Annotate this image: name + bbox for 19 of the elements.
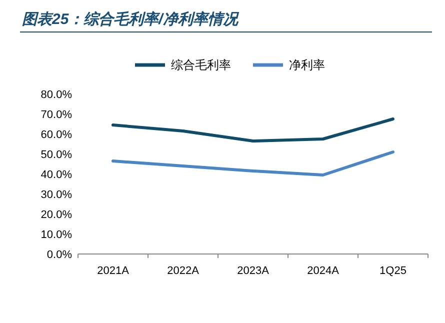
y-tick-label: 30.0%	[40, 189, 72, 201]
legend-label: 净利率	[289, 58, 325, 72]
y-tick-label: 40.0%	[40, 169, 72, 181]
y-tick-label: 60.0%	[40, 129, 72, 141]
y-tick-label: 0.0%	[46, 249, 72, 261]
x-tick-label: 1Q25	[380, 265, 406, 277]
y-tick-label: 50.0%	[40, 149, 72, 161]
x-tick-label: 2022A	[167, 265, 200, 277]
y-tick-label: 80.0%	[40, 89, 72, 101]
x-tick-label: 2021A	[97, 265, 130, 277]
y-tick-label: 70.0%	[40, 109, 72, 121]
x-tick-label: 2024A	[307, 265, 340, 277]
line-series	[112, 118, 394, 142]
x-tick-label: 2023A	[237, 265, 270, 277]
y-tick-label: 20.0%	[40, 209, 72, 221]
title: 图表25：综合毛利率/净利率情况	[22, 11, 238, 28]
y-tick-label: 10.0%	[40, 229, 72, 241]
legend-label: 综合毛利率	[171, 58, 231, 72]
line-series	[112, 150, 394, 176]
